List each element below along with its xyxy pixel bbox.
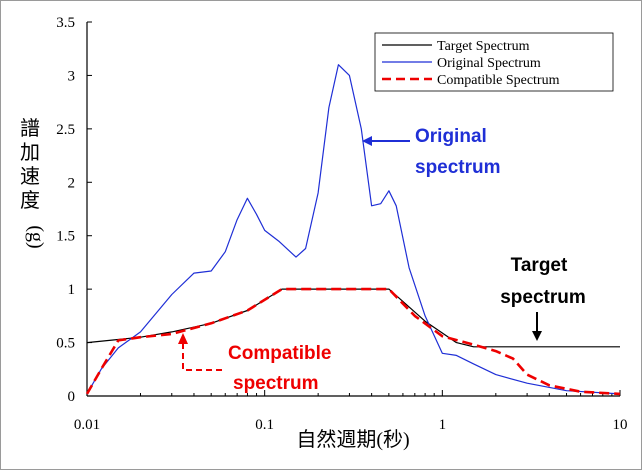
y-tick-label: 1.5: [56, 229, 75, 245]
axes: [86, 22, 620, 397]
y-axis-title-unit: (g): [25, 225, 47, 248]
y-ticks: 0 0.5 1 1.5 2 2.5 3 3.5: [56, 15, 92, 405]
y-tick-label: 0.5: [56, 336, 75, 352]
annotation-original-line2: spectrum: [415, 157, 501, 178]
annotation-compatible-line1: Compatible: [228, 343, 331, 364]
x-tick-label: 0.01: [74, 417, 100, 433]
y-tick-label: 1: [68, 282, 76, 298]
annotation-target-arrowhead: [532, 331, 542, 341]
series-line-compatible: [85, 287, 621, 396]
annotation-original: Original spectrum: [362, 126, 501, 178]
legend-label-compatible: Compatible Spectrum: [437, 73, 560, 88]
x-tick-label: 1: [439, 417, 447, 433]
annotation-compatible-arrow: [182, 343, 222, 371]
annotation-compatible: Compatible spectrum: [178, 333, 331, 394]
y-axis-title: 譜加速度 (g): [20, 117, 47, 249]
annotation-original-line1: Original: [415, 126, 487, 147]
series-lines: [85, 64, 621, 396]
x-tick-label: 0.1: [255, 417, 274, 433]
annotation-compatible-arrowhead: [178, 333, 188, 344]
legend: Target Spectrum Original Spectrum Compat…: [374, 32, 614, 92]
legend-label-target: Target Spectrum: [437, 39, 530, 54]
y-tick-label: 2: [68, 175, 76, 191]
series-line-original: [86, 64, 621, 395]
annotation-compatible-line2: spectrum: [233, 373, 319, 394]
y-tick-label: 0: [68, 389, 76, 405]
y-tick-label: 2.5: [56, 122, 75, 138]
annotation-original-arrowhead: [362, 136, 372, 146]
x-ticks: 0.01 0.1 1 10: [74, 390, 628, 433]
y-tick-label: 3.5: [56, 15, 75, 31]
x-tick-label: 10: [613, 417, 628, 433]
annotation-target-line1: Target: [511, 255, 568, 276]
annotation-target-line2: spectrum: [500, 287, 586, 308]
legend-label-original: Original Spectrum: [437, 56, 541, 71]
annotation-target: Target spectrum: [500, 255, 586, 341]
y-axis-title-text: 譜加速度: [20, 117, 40, 212]
series-line-target: [86, 288, 620, 348]
y-tick-label: 3: [68, 68, 76, 84]
x-axis-title: 自然週期(秒): [296, 428, 409, 451]
